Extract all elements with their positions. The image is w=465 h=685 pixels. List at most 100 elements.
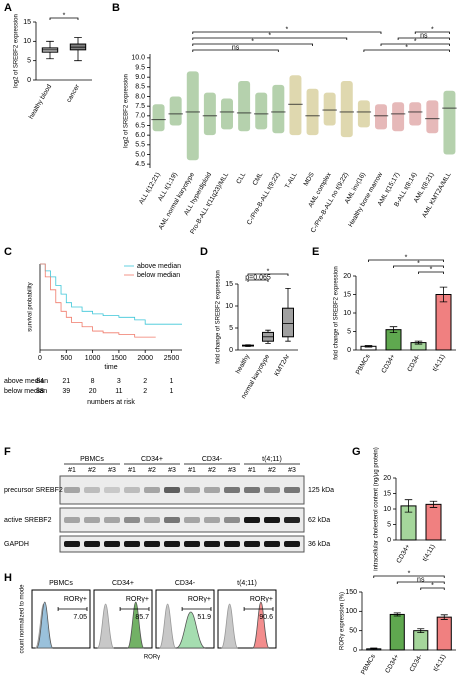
lane-group-label: CD34- (202, 456, 223, 463)
blot-band (144, 517, 160, 523)
significance-label: p=0.065 (245, 274, 271, 281)
lane-group-label: t(4;11) (262, 456, 282, 463)
significance-bracket (247, 273, 289, 276)
significance-label: * (430, 266, 433, 273)
y-axis-label: fold change of SREBF2 expression (216, 270, 222, 363)
blot-strip (59, 507, 305, 533)
legend-label: above median (137, 263, 181, 270)
blot-band (144, 541, 160, 547)
category-label: MDS (302, 171, 316, 188)
flow-sample (36, 601, 54, 649)
significance-label: * (414, 38, 417, 45)
y-tick-label: 5.5 (135, 142, 145, 149)
flow-gate (119, 607, 150, 611)
lane-group-label: PBMCs (80, 456, 104, 463)
significance-bracket (192, 49, 279, 52)
bar (435, 294, 452, 351)
blot-band (64, 517, 80, 523)
significance-label: ns (420, 32, 428, 39)
at-risk-value: 84 (36, 378, 44, 385)
blot-band (224, 487, 240, 493)
significance-bracket (192, 37, 348, 40)
significance-bracket (373, 575, 445, 578)
at-risk-value: 2 (143, 388, 147, 395)
error-bar (404, 499, 413, 513)
category-label: KMT2Ar (273, 353, 291, 378)
point-cloud (203, 92, 216, 136)
point-cloud (392, 102, 405, 132)
category-label: cancer (65, 83, 81, 104)
blot-band (124, 541, 140, 547)
blot-band (84, 517, 100, 523)
y-axis-label: log2 of SREBF2 expression (124, 74, 130, 148)
significance-bracket (380, 43, 450, 46)
bar (413, 630, 429, 651)
category-label: C-/Pre-B-ALL t(9;22) (246, 171, 282, 226)
bar (436, 616, 452, 651)
category-label: CD34+ (384, 653, 400, 674)
point-cloud (169, 96, 182, 126)
panel-letter: G (352, 446, 361, 458)
y-tick-label: 150 (345, 589, 357, 596)
significance-bracket (418, 271, 444, 274)
point-cloud (340, 81, 353, 138)
lane-label: #2 (208, 467, 216, 474)
point-cloud (323, 92, 336, 126)
blot-band (184, 541, 200, 547)
lane-label: #2 (148, 467, 156, 474)
significance-label: * (431, 26, 434, 33)
category-label: CD34+ (380, 353, 396, 374)
blot-band (164, 517, 180, 523)
blot-band (224, 517, 240, 523)
category-label: CD34- (406, 353, 421, 373)
significance-label: * (268, 32, 271, 39)
at-risk-value: 1 (170, 378, 174, 385)
blot-band (144, 487, 160, 493)
error-bar (414, 340, 423, 345)
blot-band (264, 541, 280, 547)
y-tick-label: 0 (347, 347, 351, 354)
flow-axis-label: count normalized to mode (20, 584, 26, 654)
at-risk-value: 1 (170, 388, 174, 395)
lane-label: #3 (108, 467, 116, 474)
at-risk-value: 88 (36, 388, 44, 395)
blot-band (184, 487, 200, 493)
y-axis-label: fold change of SREBF2 expression (334, 266, 340, 359)
blot-row-label: GAPDH (4, 541, 29, 548)
at-risk-value: 11 (115, 388, 122, 395)
y-tick-label: 9.5 (135, 64, 145, 71)
blot-band (164, 487, 180, 493)
flow-gate (57, 607, 88, 611)
error-bar (429, 500, 438, 508)
y-tick-label: 6.5 (135, 122, 145, 129)
blot-band (284, 487, 300, 493)
flow-title: CD34- (175, 580, 196, 587)
category-label: t(4;11) (432, 353, 447, 372)
gate-percent: 85.7 (135, 614, 149, 621)
significance-bracket (396, 581, 445, 584)
blot-band (64, 541, 80, 547)
gate-label: RORγ+ (250, 596, 273, 603)
category-label: CD34+ (395, 543, 411, 564)
blot-band (204, 541, 220, 547)
lane-label: #1 (68, 467, 76, 474)
blot-strip (59, 475, 305, 505)
gate-label: RORγ+ (64, 596, 87, 603)
point-cloud (426, 100, 439, 134)
point-cloud (152, 104, 165, 132)
panel-letter: B (112, 2, 120, 14)
y-tick-label: 5.0 (135, 151, 145, 158)
y-tick-label: 0 (353, 647, 357, 654)
blot-band (244, 517, 260, 523)
lane-label: #1 (188, 467, 196, 474)
flow-control (221, 603, 239, 649)
point-cloud (409, 102, 422, 126)
panel-letter: F (4, 446, 11, 458)
at-risk-value: 8 (91, 378, 95, 385)
blot-band (104, 541, 120, 547)
y-axis-label: intracellular cholesterol content (ng/µg… (374, 447, 380, 571)
y-tick-label: 100 (345, 608, 357, 615)
point-cloud (238, 81, 251, 132)
at-risk-value: 39 (62, 388, 70, 395)
